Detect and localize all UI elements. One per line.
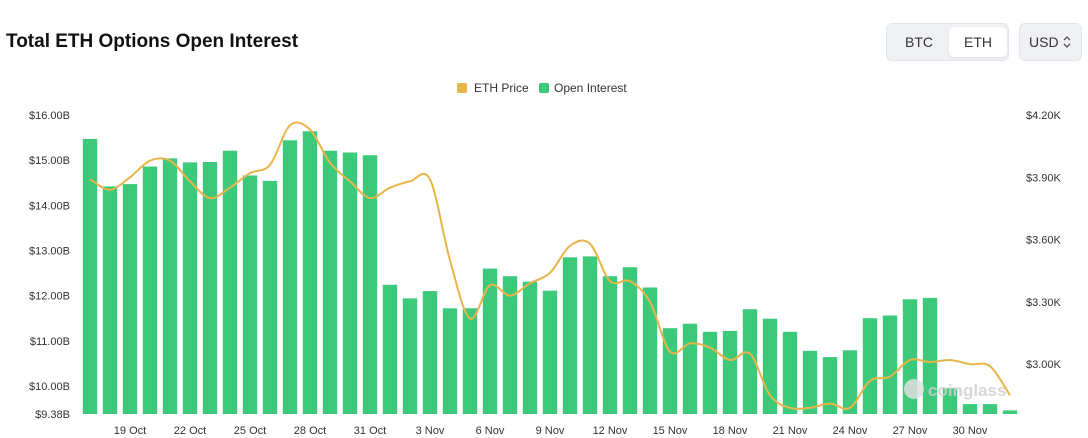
bar-21-nov[interactable] bbox=[782, 331, 798, 414]
btc-button[interactable]: BTC bbox=[905, 34, 933, 50]
bar-4-nov[interactable] bbox=[442, 308, 458, 414]
bar-20-oct[interactable] bbox=[142, 166, 158, 415]
bar-2-nov[interactable] bbox=[402, 298, 418, 414]
legend-item-eth-price[interactable]: ETH Price bbox=[457, 81, 529, 95]
x-tick-label: 27 Nov bbox=[893, 425, 928, 437]
x-tick-label: 3 Nov bbox=[416, 425, 445, 437]
legend-label-open-interest: Open Interest bbox=[554, 81, 627, 95]
y-left-tick-label: $14.00B bbox=[29, 200, 70, 212]
y-left-tick-label: $16.00B bbox=[29, 110, 70, 122]
bar-28-nov[interactable] bbox=[922, 297, 938, 414]
x-tick-label: 30 Nov bbox=[953, 425, 988, 437]
y-right-tick-label: $3.90K bbox=[1026, 172, 1062, 184]
chevron-updown-icon bbox=[1063, 36, 1071, 48]
bar-10-nov[interactable] bbox=[562, 257, 578, 414]
bar-14-nov[interactable] bbox=[642, 287, 658, 415]
bar-9-nov[interactable] bbox=[542, 290, 558, 414]
y-left-tick-label: $10.00B bbox=[29, 381, 70, 393]
x-axis: 19 Oct 22 Oct 25 Oct 28 Oct 31 Oct 3 Nov 6 Nov… bbox=[114, 425, 988, 437]
bar-5-nov[interactable] bbox=[462, 308, 478, 414]
bar-26-oct[interactable] bbox=[262, 180, 278, 414]
x-tick-label: 6 Nov bbox=[476, 425, 505, 437]
bar-29-oct[interactable] bbox=[322, 150, 338, 414]
bar-30-oct[interactable] bbox=[342, 152, 358, 415]
bar-1-dec[interactable] bbox=[982, 404, 998, 414]
legend-swatch-open-interest bbox=[539, 83, 549, 93]
bar-19-nov[interactable] bbox=[742, 309, 758, 414]
y-right-tick-label: $4.20K bbox=[1026, 110, 1062, 122]
bar-23-nov[interactable] bbox=[822, 357, 838, 414]
x-tick-label: 28 Oct bbox=[294, 425, 326, 437]
asset-toggle: BTC ETH bbox=[886, 23, 1009, 61]
x-tick-label: 12 Nov bbox=[593, 425, 628, 437]
bar-8-nov[interactable] bbox=[522, 281, 538, 414]
bar-27-oct[interactable] bbox=[282, 140, 298, 415]
bar-18-oct[interactable] bbox=[102, 186, 118, 414]
bar-19-oct[interactable] bbox=[122, 184, 138, 414]
watermark: coinglass bbox=[904, 379, 1006, 400]
y-axis-right: $3.00K $3.30K $3.60K $3.90K $4.20K bbox=[1026, 110, 1062, 371]
bar-18-nov[interactable] bbox=[722, 330, 738, 414]
bar-25-oct[interactable] bbox=[242, 175, 258, 415]
page-title: Total ETH Options Open Interest bbox=[6, 31, 299, 52]
eth-price-line[interactable] bbox=[89, 121, 1011, 410]
y-left-tick-label: $15.00B bbox=[29, 155, 70, 167]
x-tick-label: 18 Nov bbox=[713, 425, 748, 437]
bar-28-oct[interactable] bbox=[302, 131, 318, 415]
x-tick-label: 21 Nov bbox=[773, 425, 808, 437]
y-left-tick-label: $11.00B bbox=[30, 336, 70, 348]
x-tick-label: 25 Oct bbox=[234, 425, 266, 437]
legend: ETH Price Open Interest bbox=[457, 81, 627, 95]
bar-30-nov[interactable] bbox=[962, 404, 978, 414]
watermark-text: coinglass bbox=[928, 381, 1006, 400]
bar-21-oct[interactable] bbox=[162, 158, 178, 414]
y-right-tick-label: $3.60K bbox=[1026, 235, 1062, 247]
bar-3-nov[interactable] bbox=[422, 291, 438, 414]
x-tick-label: 19 Oct bbox=[114, 425, 146, 437]
eth-button[interactable]: ETH bbox=[949, 27, 1007, 57]
bar-2-dec[interactable] bbox=[1002, 410, 1018, 414]
bar-29-nov[interactable] bbox=[942, 388, 958, 414]
y-left-tick-label: $9.38B bbox=[35, 409, 70, 421]
coinglass-logo-icon bbox=[904, 379, 924, 399]
line-series bbox=[89, 121, 1011, 410]
bar-12-nov[interactable] bbox=[602, 276, 618, 414]
currency-select[interactable]: USD bbox=[1019, 23, 1082, 61]
bar-16-nov[interactable] bbox=[682, 323, 698, 414]
bar-series bbox=[82, 131, 1018, 415]
x-tick-label: 15 Nov bbox=[653, 425, 688, 437]
bar-25-nov[interactable] bbox=[862, 318, 878, 414]
bar-31-oct[interactable] bbox=[362, 155, 378, 414]
bar-1-nov[interactable] bbox=[382, 284, 398, 414]
x-tick-label: 31 Oct bbox=[354, 425, 386, 437]
bar-17-oct[interactable] bbox=[82, 138, 98, 414]
bar-22-nov[interactable] bbox=[802, 350, 818, 414]
y-right-tick-label: $3.00K bbox=[1026, 359, 1062, 371]
bar-13-nov[interactable] bbox=[622, 267, 638, 414]
bar-11-nov[interactable] bbox=[582, 256, 598, 414]
legend-swatch-eth-price bbox=[457, 83, 467, 93]
x-tick-label: 24 Nov bbox=[833, 425, 868, 437]
bar-15-nov[interactable] bbox=[662, 328, 678, 414]
bar-7-nov[interactable] bbox=[502, 276, 518, 414]
y-left-tick-label: $12.00B bbox=[29, 291, 70, 303]
bar-24-nov[interactable] bbox=[842, 350, 858, 414]
currency-value: USD bbox=[1029, 34, 1059, 50]
y-left-tick-label: $13.00B bbox=[29, 246, 70, 258]
bar-17-nov[interactable] bbox=[702, 331, 718, 414]
y-axis-left: $9.38B $10.00B $11.00B $12.00B $13.00B $14.00… bbox=[29, 110, 70, 421]
bar-26-nov[interactable] bbox=[882, 315, 898, 415]
legend-item-open-interest[interactable]: Open Interest bbox=[539, 81, 627, 95]
legend-label-eth-price: ETH Price bbox=[474, 81, 529, 95]
bar-6-nov[interactable] bbox=[482, 268, 498, 414]
bar-22-oct[interactable] bbox=[182, 162, 198, 414]
y-right-tick-label: $3.30K bbox=[1026, 297, 1062, 309]
x-tick-label: 9 Nov bbox=[536, 425, 565, 437]
x-tick-label: 22 Oct bbox=[174, 425, 206, 437]
bar-23-oct[interactable] bbox=[202, 162, 218, 414]
bar-24-oct[interactable] bbox=[222, 150, 238, 414]
